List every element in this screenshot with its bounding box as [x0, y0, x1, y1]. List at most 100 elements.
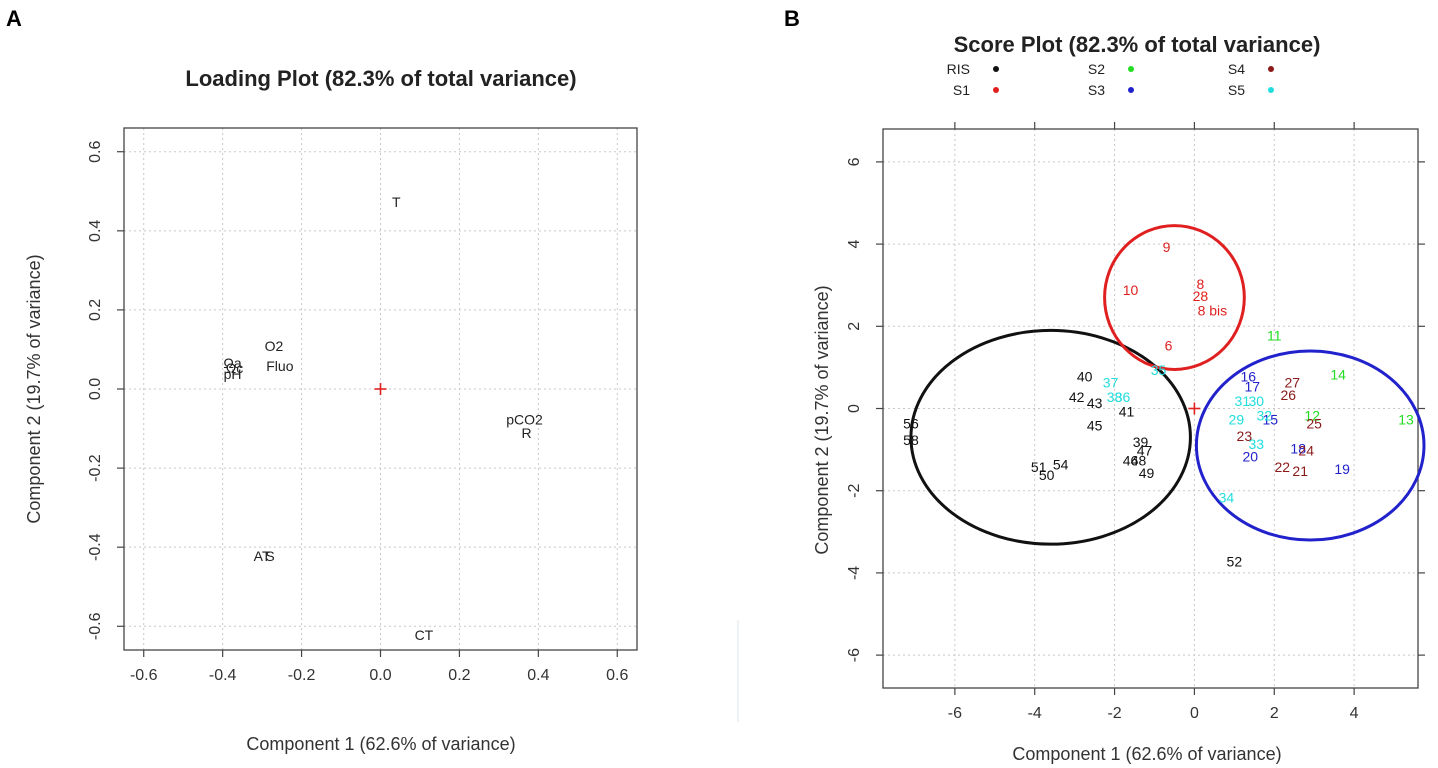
score-x-tick-label: 4: [1350, 705, 1359, 722]
loading-y-tick-label: 0.0: [87, 378, 104, 400]
loading-point-label: pH: [224, 366, 242, 382]
panel-letter-a: A: [6, 6, 22, 31]
loading-point-label: Ωa: [223, 355, 241, 371]
score-plot-y-axis-label: Component 2 (19.7% of variance): [812, 285, 832, 554]
loading-y-tick-label: 0.6: [87, 141, 104, 163]
score-point-label: 36: [1115, 389, 1131, 405]
score-point-label: 38: [1107, 389, 1123, 405]
score-point-label: 25: [1306, 416, 1322, 432]
score-point-label: 37: [1103, 375, 1119, 391]
score-point-label: 50: [1039, 467, 1055, 483]
score-point-label: 58: [903, 432, 919, 448]
score-point-label: 51: [1031, 459, 1047, 475]
score-point-label: 22: [1274, 459, 1290, 475]
score-point-label: 10: [1123, 282, 1139, 298]
score-y-tick-label: -6: [846, 648, 863, 662]
loading-point-label: Fluo: [266, 358, 293, 374]
score-point-label: 13: [1398, 412, 1414, 428]
score-point-label: 45: [1087, 418, 1103, 434]
legend-item-s5: S5: [1228, 82, 1274, 98]
loading-point-label: R: [521, 425, 531, 441]
score-point-label: 40: [1077, 368, 1093, 384]
legend-dot-icon: [1128, 87, 1134, 93]
score-plot-panel: B Score Plot (82.3% of total variance) C…: [784, 6, 1426, 764]
loading-plot-y-axis-label: Component 2 (19.7% of variance): [24, 254, 44, 523]
legend-dot-icon: [1268, 66, 1274, 72]
score-ellipse-s1: [1103, 224, 1246, 371]
legend-item-s2: S2: [1088, 61, 1134, 77]
legend-item-s1: S1: [953, 82, 999, 98]
loading-point-label: T: [392, 194, 401, 210]
score-point-label: 33: [1249, 436, 1265, 452]
score-y-tick-label: -2: [846, 483, 863, 497]
loading-y-tick-label: -0.6: [87, 612, 104, 640]
loading-y-tick-label: -0.4: [87, 533, 104, 561]
legend-label: S5: [1228, 82, 1245, 98]
score-point-label: 12: [1304, 407, 1320, 423]
score-point-label: 17: [1245, 379, 1261, 395]
score-point-label: 23: [1237, 428, 1253, 444]
legend-item-s3: S3: [1088, 82, 1134, 98]
loading-y-tick-label: -0.2: [87, 454, 104, 482]
loading-point-label: AT: [254, 548, 271, 564]
score-point-label: 39: [1133, 434, 1149, 450]
legend-label: S4: [1228, 61, 1245, 77]
loading-point-label: CT: [415, 627, 434, 643]
legend-label: RIS: [947, 61, 970, 77]
loading-plot-panel: A Loading Plot (82.3% of total variance)…: [6, 6, 638, 754]
score-point-label: 32: [1256, 407, 1272, 423]
score-point-label: 15: [1262, 412, 1278, 428]
score-plot-x-axis-label: Component 1 (62.6% of variance): [1012, 744, 1281, 764]
score-point-label: 46: [1123, 453, 1139, 469]
score-y-tick-label: 2: [846, 322, 863, 331]
legend-label: S2: [1088, 61, 1105, 77]
loading-x-tick-label: 0.6: [606, 667, 628, 684]
score-point-label: 48: [1131, 453, 1147, 469]
loading-origin-marker: [374, 383, 387, 395]
score-point-label: 41: [1119, 403, 1135, 419]
score-point-label: 56: [903, 416, 919, 432]
legend-label: S3: [1088, 82, 1105, 98]
score-point-label: 30: [1249, 393, 1265, 409]
score-y-tick-label: 4: [846, 240, 863, 249]
score-y-tick-label: -4: [846, 566, 863, 580]
score-x-tick-label: -4: [1028, 705, 1042, 722]
score-point-label: 43: [1087, 395, 1103, 411]
loading-y-tick-label: 0.4: [87, 220, 104, 242]
panel-letter-b: B: [784, 6, 800, 31]
loading-x-tick-label: -0.6: [130, 667, 158, 684]
score-point-label: 16: [1241, 368, 1257, 384]
loading-plot-title: Loading Plot (82.3% of total variance): [185, 66, 576, 91]
legend-dot-icon: [1128, 66, 1134, 72]
score-point-label: 35: [1151, 362, 1167, 378]
loading-x-tick-label: 0.4: [527, 667, 549, 684]
score-point-label: 28: [1193, 288, 1209, 304]
loading-point-label: pCO2: [506, 411, 543, 427]
score-y-tick-label: 0: [846, 404, 863, 413]
score-point-label: 52: [1227, 553, 1243, 569]
score-point-label: 20: [1243, 449, 1259, 465]
score-point-label: 9: [1163, 239, 1171, 255]
score-point-label: 42: [1069, 389, 1085, 405]
loading-x-tick-label: 0.2: [448, 667, 470, 684]
score-point-label: 34: [1219, 490, 1235, 506]
loading-point-label: O2: [265, 338, 284, 354]
score-y-tick-label: 6: [846, 157, 863, 166]
score-x-tick-label: -6: [948, 705, 962, 722]
score-point-label: 8: [1197, 276, 1205, 292]
score-point-label: 8 bis: [1198, 303, 1228, 319]
score-point-label: 18: [1290, 440, 1306, 456]
score-x-tick-label: 2: [1270, 705, 1279, 722]
loading-plot-area: -0.6 -0.4 -0.2 0.0 0.2 0.4 0.6 -0.6 -0.4 -0.2 0.0 0…: [87, 127, 638, 684]
score-point-label: 49: [1139, 465, 1155, 481]
loading-point-label: Ωc: [226, 360, 243, 376]
score-x-tick-label: 0: [1190, 705, 1199, 722]
loading-point-label: S: [265, 548, 274, 564]
score-ellipse-s3: [1194, 349, 1426, 542]
score-point-label: 24: [1298, 442, 1314, 458]
loading-x-tick-label: -0.2: [288, 667, 316, 684]
score-point-label: 21: [1292, 463, 1308, 479]
score-plot-title: Score Plot (82.3% of total variance): [954, 32, 1321, 57]
legend-dot-icon: [1268, 87, 1274, 93]
